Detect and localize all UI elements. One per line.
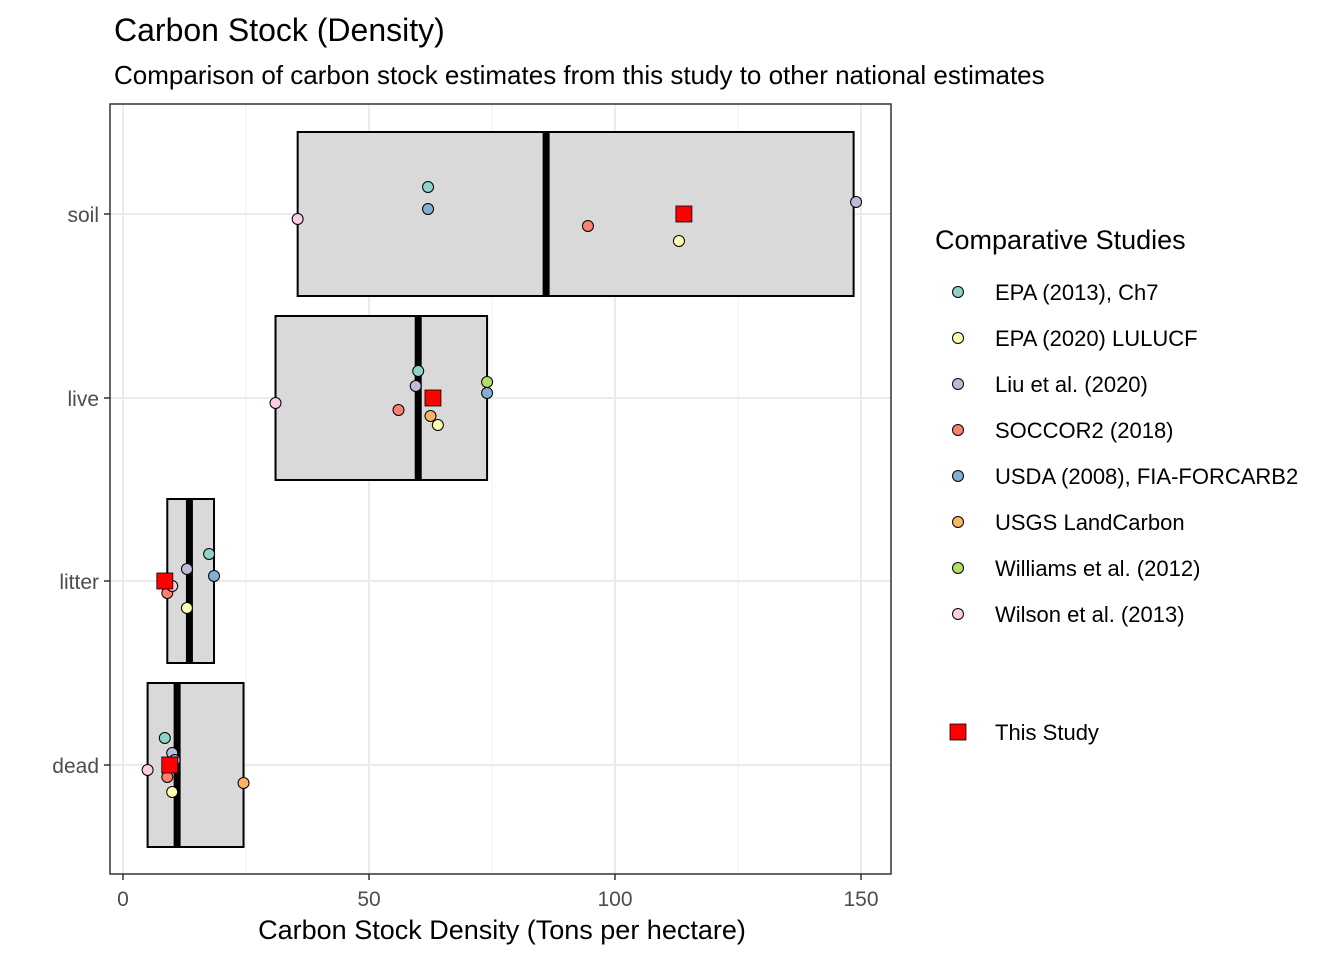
legend-swatch: [952, 516, 964, 528]
legend-label: SOCCOR2 (2018): [995, 418, 1174, 443]
plot-border: [109, 103, 892, 875]
range-box-live: [274, 315, 489, 481]
data-point: [422, 181, 435, 193]
data-point: [424, 410, 437, 422]
legend-label: USGS LandCarbon: [995, 510, 1185, 535]
legend-label: Wilson et al. (2013): [995, 602, 1185, 627]
data-points: [141, 181, 863, 798]
data-point: [203, 548, 216, 560]
legend-title: Comparative Studies: [935, 225, 1186, 255]
data-point: [161, 756, 179, 774]
data-point: [424, 389, 442, 407]
x-tick-label: 100: [597, 888, 632, 911]
legend-item: Williams et al. (2012): [952, 556, 1200, 581]
legend-item: This Study: [949, 720, 1099, 745]
plot-panel: [109, 103, 892, 875]
legend-swatch: [952, 608, 964, 620]
x-tick-label: 50: [357, 888, 380, 911]
legend-label: USDA (2008), FIA-FORCARB2: [995, 464, 1298, 489]
legend-label: This Study: [995, 720, 1099, 745]
data-point: [180, 602, 193, 614]
data-point: [409, 380, 422, 392]
legend-swatch: [952, 470, 964, 482]
data-point: [481, 376, 494, 388]
legend-label: Liu et al. (2020): [995, 372, 1148, 397]
data-point: [156, 572, 174, 590]
y-tick-label: soil: [67, 204, 99, 227]
legend-swatch: [952, 562, 964, 574]
data-point: [422, 203, 435, 215]
legend-item: Liu et al. (2020): [952, 372, 1148, 397]
data-point: [208, 570, 221, 582]
chart-title: Carbon Stock (Density): [114, 12, 445, 48]
data-point: [850, 196, 863, 208]
data-point: [581, 220, 594, 232]
data-point: [392, 404, 405, 416]
data-point: [166, 786, 179, 798]
legend-label: Williams et al. (2012): [995, 556, 1200, 581]
y-tick-label: dead: [52, 755, 99, 778]
data-point: [237, 777, 250, 789]
data-point: [675, 205, 693, 223]
range-box-soil: [296, 131, 855, 297]
x-tick-label: 0: [117, 888, 129, 911]
legend-item: EPA (2013), Ch7: [952, 280, 1158, 305]
legend-item: Wilson et al. (2013): [952, 602, 1185, 627]
data-point: [269, 397, 282, 409]
legend-swatch: [949, 723, 967, 741]
y-tick-label: litter: [59, 571, 99, 594]
y-axis: soil live litter dead: [52, 204, 110, 778]
legend-item: EPA (2020) LULUCF: [952, 326, 1198, 351]
x-axis: 0 50 100 150: [117, 874, 879, 911]
legend: Comparative Studies EPA (2013), Ch7 EPA (…: [935, 225, 1298, 745]
legend-label: EPA (2013), Ch7: [995, 280, 1158, 305]
legend-item: SOCCOR2 (2018): [952, 418, 1174, 443]
data-point: [180, 563, 193, 575]
data-point: [158, 732, 171, 744]
data-point: [412, 365, 425, 377]
legend-swatch: [952, 378, 964, 390]
legend-swatch: [952, 332, 964, 344]
x-axis-title: Carbon Stock Density (Tons per hectare): [258, 915, 746, 945]
legend-swatch: [952, 424, 964, 436]
y-tick-label: live: [67, 388, 99, 411]
legend-item: USDA (2008), FIA-FORCARB2: [952, 464, 1298, 489]
data-point: [431, 419, 444, 431]
data-point: [672, 235, 685, 247]
legend-item: USGS LandCarbon: [952, 510, 1185, 535]
data-point: [141, 764, 154, 776]
legend-swatch: [952, 286, 964, 298]
data-point: [481, 387, 494, 399]
chart-subtitle: Comparison of carbon stock estimates fro…: [114, 60, 1045, 90]
data-point: [291, 213, 304, 225]
x-tick-label: 150: [843, 888, 878, 911]
legend-label: EPA (2020) LULUCF: [995, 326, 1198, 351]
